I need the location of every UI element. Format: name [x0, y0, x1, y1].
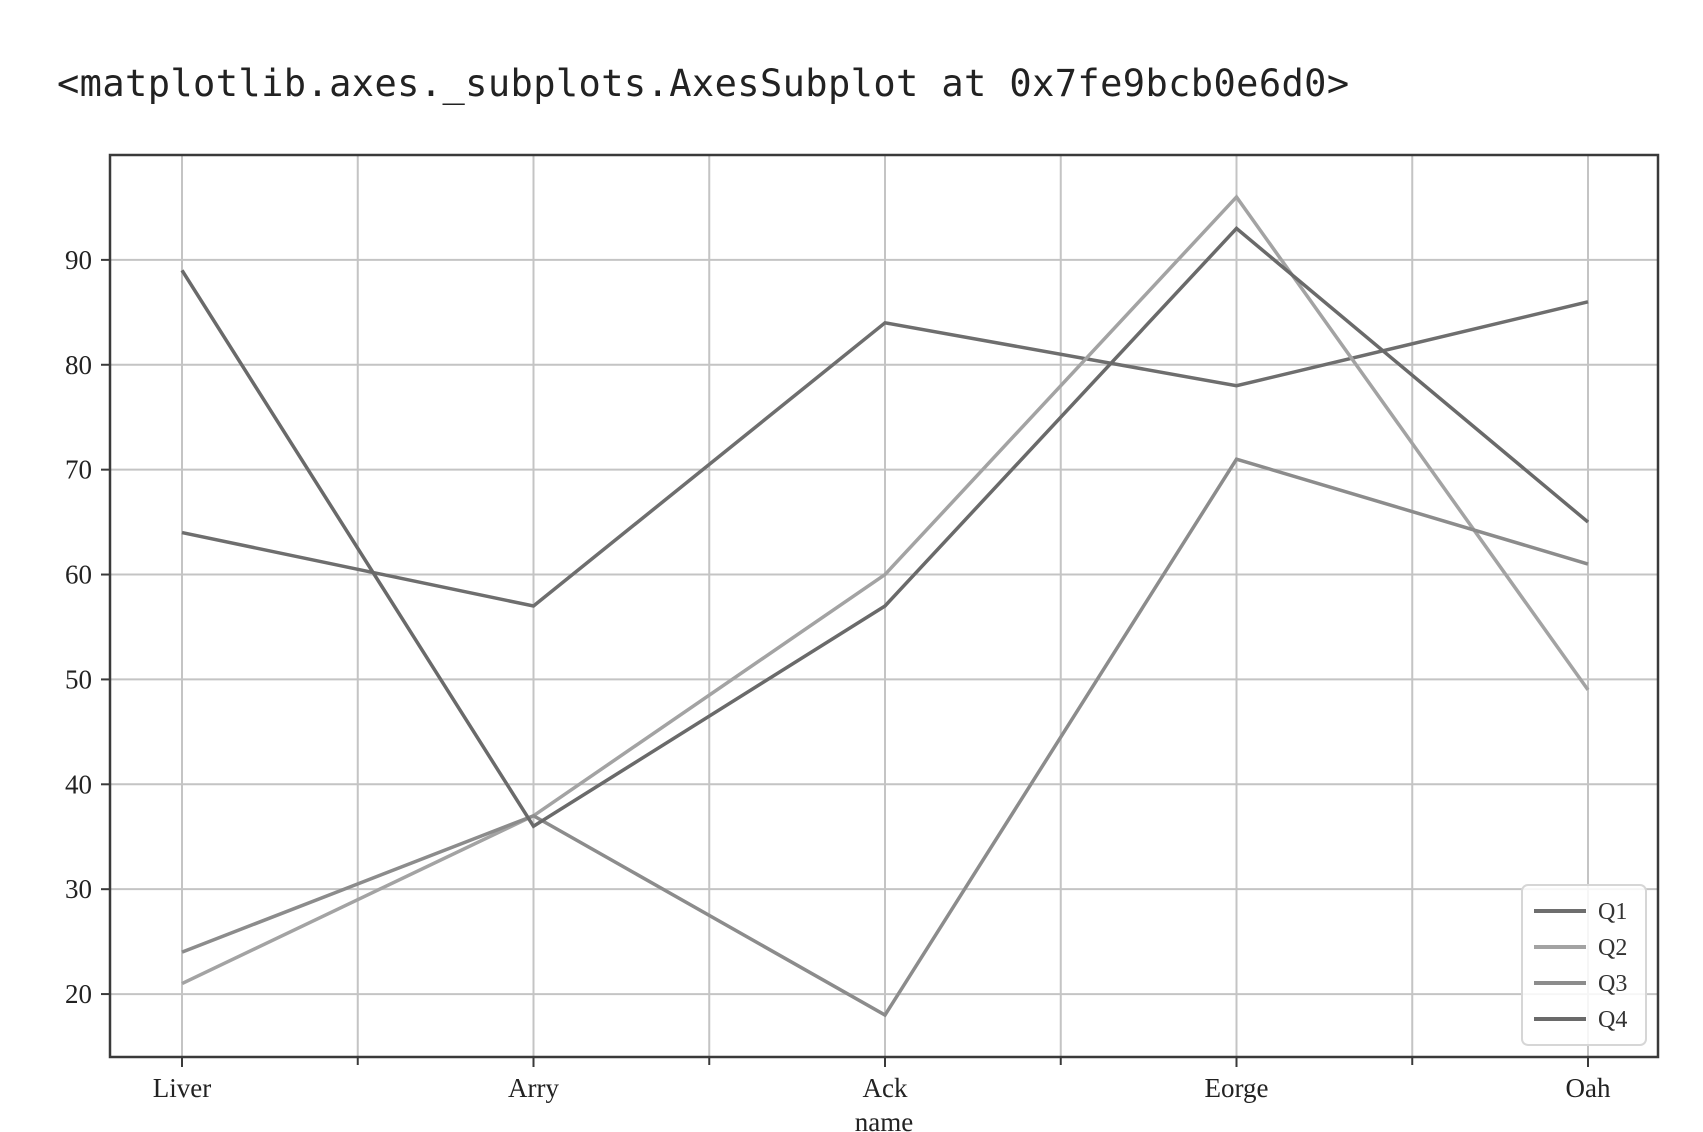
x-tick-label: Ack: [863, 1073, 908, 1103]
x-axis-title: name: [855, 1107, 913, 1132]
output-repr-text: <matplotlib.axes._subplots.AxesSubplot a…: [57, 62, 1350, 105]
x-tick-label: Liver: [153, 1073, 211, 1103]
y-tick-label: 40: [65, 769, 92, 799]
series-layer: [180, 194, 1590, 1018]
series-line-q3: [181, 457, 1589, 1018]
series-line-q2: [181, 194, 1590, 986]
y-tick-label: 20: [65, 979, 92, 1009]
legend-label-q1: Q1: [1598, 899, 1627, 925]
y-tick-label: 70: [65, 455, 92, 485]
x-tick-label: Eorge: [1205, 1073, 1269, 1103]
series-line-q1: [181, 300, 1589, 608]
labels-layer: 20 30 40 50 60 70 80 90 Liver Arry Ack Eorge Oah name: [65, 245, 1611, 1132]
legend-label-q4: Q4: [1598, 1007, 1627, 1033]
y-tick-label: 30: [65, 874, 92, 904]
y-tick-label: 80: [65, 350, 92, 380]
legend: Q1 Q2 Q3 Q4: [1521, 884, 1647, 1046]
x-tick-label: Arry: [508, 1073, 559, 1103]
ticks-layer: [101, 258, 1589, 1067]
legend-box: [1521, 884, 1647, 1046]
series-line-q4: [180, 226, 1590, 829]
legend-label-q2: Q2: [1598, 935, 1627, 961]
y-tick-label: 50: [65, 664, 92, 694]
legend-label-q3: Q3: [1598, 971, 1627, 997]
x-tick-label: Oah: [1566, 1073, 1611, 1103]
y-tick-label: 90: [65, 245, 92, 275]
y-tick-label: 60: [65, 560, 92, 590]
